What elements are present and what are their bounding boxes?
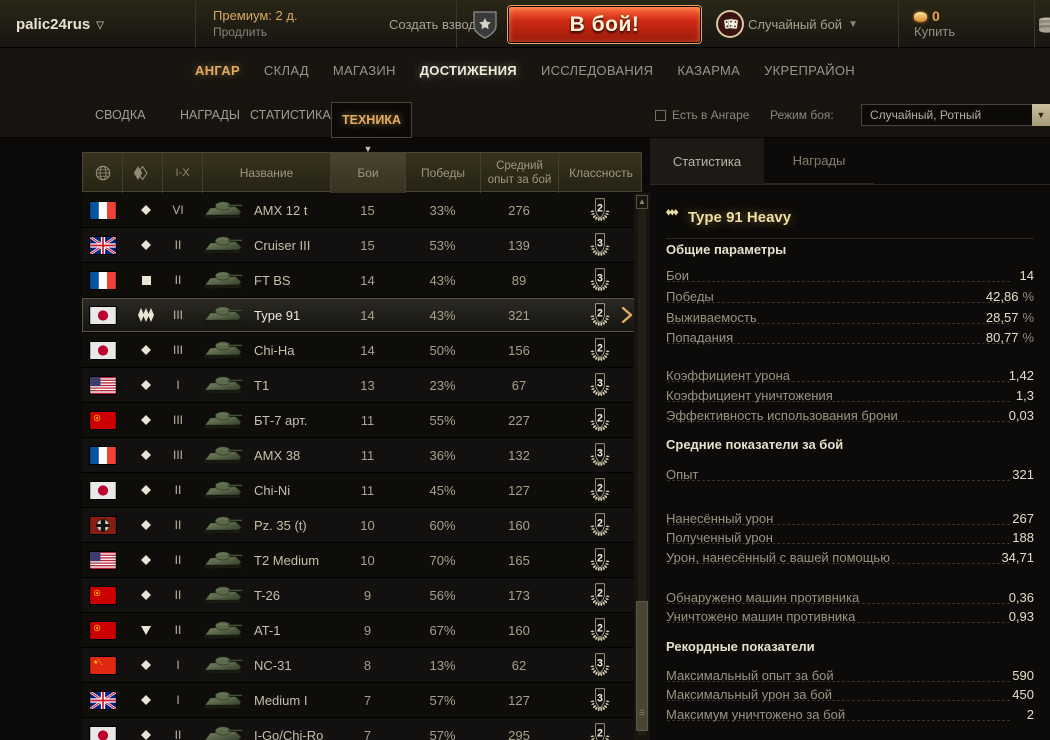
svg-text:2: 2 <box>597 202 603 214</box>
svg-text:3: 3 <box>597 237 603 249</box>
svg-text:3: 3 <box>597 657 603 669</box>
svg-text:3: 3 <box>597 692 603 704</box>
svg-text:2: 2 <box>597 307 603 319</box>
svg-text:3: 3 <box>597 377 603 389</box>
svg-text:2: 2 <box>597 727 603 739</box>
svg-text:★: ★ <box>95 415 99 420</box>
svg-text:3: 3 <box>597 272 603 284</box>
svg-text:2: 2 <box>597 587 603 599</box>
svg-text:2: 2 <box>597 552 603 564</box>
svg-text:2: 2 <box>597 482 603 494</box>
svg-text:3: 3 <box>597 447 603 459</box>
svg-text:★: ★ <box>95 625 99 630</box>
svg-text:2: 2 <box>597 622 603 634</box>
svg-text:2: 2 <box>597 517 603 529</box>
svg-text:★: ★ <box>95 590 99 595</box>
svg-text:2: 2 <box>597 412 603 424</box>
svg-text:2: 2 <box>597 342 603 354</box>
